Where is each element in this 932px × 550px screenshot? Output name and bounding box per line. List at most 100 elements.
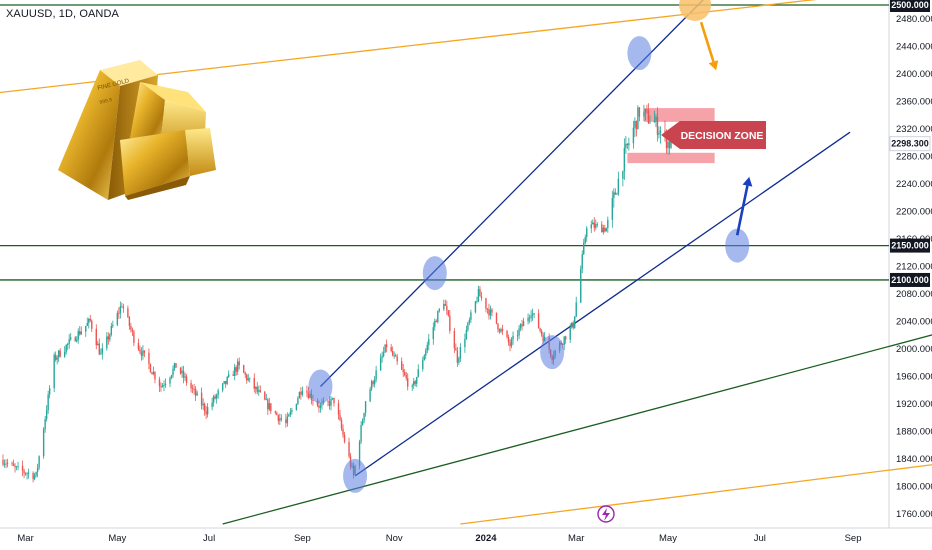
x-tick-label: Jul xyxy=(754,533,766,544)
candle-body xyxy=(647,110,650,123)
level-badge xyxy=(890,272,930,287)
candle-body xyxy=(634,120,636,128)
candle-body xyxy=(425,350,427,356)
direction-arrows xyxy=(699,21,753,236)
candle-body xyxy=(6,462,9,464)
candle-body xyxy=(301,390,304,395)
candle-body xyxy=(223,380,225,384)
candle-body xyxy=(622,171,624,179)
candle-body xyxy=(139,349,141,352)
candle-body xyxy=(285,419,287,424)
candle-body xyxy=(196,392,198,396)
candle-body xyxy=(234,367,236,376)
candle-body xyxy=(372,381,374,385)
candle-body xyxy=(470,312,472,320)
candle-body xyxy=(279,418,281,421)
candle-body xyxy=(443,304,445,310)
candle-body xyxy=(405,375,407,379)
candle-body xyxy=(437,311,439,323)
candle-body xyxy=(57,350,60,358)
candle-body xyxy=(391,350,394,356)
candle-body xyxy=(616,193,618,195)
orange-trendline xyxy=(460,464,932,525)
candle-body xyxy=(506,330,508,337)
horizontal-levels: 2500.000 2150.000 2100.000 2298.300 xyxy=(0,0,931,287)
candle-body xyxy=(533,313,535,315)
gold-bars-icon: FINE GOLD 999.9 xyxy=(58,60,216,200)
candle-body xyxy=(364,401,367,414)
y-tick-label: 2360.000 xyxy=(896,97,932,108)
candle-body xyxy=(280,418,283,420)
candle-body xyxy=(227,374,230,377)
candle-body xyxy=(122,306,125,309)
candle-body xyxy=(11,462,13,464)
candle-body xyxy=(488,309,490,316)
y-tick-label: 2040.000 xyxy=(896,317,932,328)
candle-body xyxy=(343,434,346,443)
candle-body xyxy=(42,429,45,457)
candle-body xyxy=(363,413,365,421)
candle-body xyxy=(89,318,91,321)
candle-body xyxy=(151,372,153,375)
candle-body xyxy=(348,442,350,457)
candle-body xyxy=(127,308,129,317)
touch-point-circle xyxy=(422,256,447,291)
candle-body xyxy=(500,329,502,332)
candle-body xyxy=(613,192,615,198)
candle-body xyxy=(428,339,430,345)
candle-body xyxy=(244,372,246,375)
candle-body xyxy=(455,348,457,351)
candle-body xyxy=(221,383,224,391)
candle-body xyxy=(309,393,311,399)
candle-body xyxy=(67,343,69,345)
candle-body xyxy=(101,348,104,354)
candle-body xyxy=(5,463,7,465)
candle-body xyxy=(163,384,165,386)
y-tick-label: 2400.000 xyxy=(896,69,932,80)
candle-body xyxy=(133,331,135,343)
y-tick-label: 1760.000 xyxy=(896,509,932,520)
candle-body xyxy=(522,321,525,327)
candle-body xyxy=(47,394,49,411)
candle-body xyxy=(593,222,595,228)
candle-body xyxy=(161,385,164,388)
candle-body xyxy=(381,355,383,358)
candle-body xyxy=(27,472,30,474)
candle-body xyxy=(190,382,192,389)
candle-body xyxy=(617,178,620,194)
candle-body xyxy=(458,358,460,363)
candle-body xyxy=(328,401,331,406)
candle-body xyxy=(659,130,662,134)
candle-body xyxy=(79,331,81,335)
candle-body xyxy=(394,355,397,357)
candle-body xyxy=(379,357,382,371)
candle-body xyxy=(237,361,239,372)
orange-target-circle xyxy=(679,0,712,21)
candle-body xyxy=(382,352,385,356)
candle-body xyxy=(664,130,666,133)
candle-body xyxy=(435,320,438,323)
candle-body xyxy=(518,328,520,336)
candle-body xyxy=(297,398,299,404)
blue-trendline xyxy=(354,131,851,477)
x-tick-label: May xyxy=(108,533,126,544)
header-separator-1: , xyxy=(52,8,59,20)
y-tick-label: 1840.000 xyxy=(896,454,932,465)
candle-body xyxy=(369,389,371,402)
candle-body xyxy=(80,331,82,335)
tradingview-lightning-icon xyxy=(597,505,615,523)
level-badge-label: 2500.000 xyxy=(891,0,929,10)
candle-body xyxy=(203,403,206,412)
candle-body xyxy=(438,309,441,312)
candle-body xyxy=(205,411,207,415)
candle-body xyxy=(422,360,424,370)
candle-body xyxy=(179,367,182,374)
candle-body xyxy=(607,219,609,229)
candle-body xyxy=(191,388,194,390)
candle-body xyxy=(643,111,645,117)
candle-body xyxy=(276,412,278,415)
candle-body xyxy=(270,403,272,412)
candle-body xyxy=(407,378,409,387)
candle-body xyxy=(447,310,450,316)
